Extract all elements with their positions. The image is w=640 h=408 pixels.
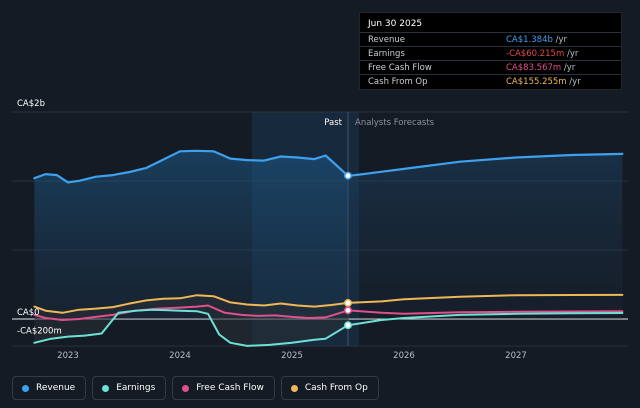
tooltip-row-earnings: Earnings -CA$60.215m /yr: [360, 46, 621, 61]
series-line-free-cash-flow: [33, 304, 624, 321]
y-tick-label: CA$2b: [17, 99, 45, 109]
revenue-area-forecast: [348, 153, 623, 319]
tooltip-label: Free Cash Flow: [368, 63, 432, 73]
legend-item-earnings[interactable]: Earnings: [92, 376, 167, 400]
tooltip-unit: /yr: [566, 49, 579, 59]
tooltip-unit: /yr: [555, 35, 567, 45]
legend-label: Free Cash Flow: [196, 383, 264, 393]
x-tick-label: 2025: [281, 351, 303, 361]
legend-item-free-cash-flow[interactable]: Free Cash Flow: [172, 376, 275, 400]
legend-dot-icon: [290, 384, 298, 392]
legend-label: Earnings: [116, 383, 156, 393]
legend-dot-icon: [182, 384, 190, 392]
x-tick-label: 2027: [505, 351, 527, 361]
tooltip-date: Jun 30 2025: [368, 19, 423, 29]
legend-item-revenue[interactable]: Revenue: [12, 376, 87, 400]
tooltip-unit: /yr: [569, 77, 581, 87]
tooltip-row-cfo: Cash From Op CA$155.255m /yr: [360, 74, 621, 89]
x-tick-label: 2026: [393, 351, 415, 361]
series-line-earnings: [33, 308, 624, 347]
tooltip: Jun 30 2025 Revenue CA$1.384b /yr Earnin…: [359, 12, 622, 90]
legend-label: Revenue: [36, 383, 76, 393]
series-marker-earnings: [344, 321, 352, 330]
revenue-area-past: [34, 150, 349, 319]
tooltip-label: Revenue: [368, 35, 406, 45]
tooltip-value: CA$155.255m: [506, 77, 567, 87]
series-line-revenue: [33, 149, 624, 184]
tooltip-value: CA$83.567m: [506, 63, 562, 73]
x-tick-label: 2024: [169, 351, 191, 361]
y-tick-label: CA$0: [17, 308, 40, 318]
tooltip-value: CA$1.384b: [506, 35, 553, 45]
series-line-cash-from-op: [33, 293, 624, 314]
series-marker-free-cash-flow: [344, 306, 352, 315]
tooltip-label: Earnings: [368, 49, 405, 59]
tooltip-unit: /yr: [563, 63, 576, 73]
x-tick-label: 2023: [57, 351, 79, 361]
series-marker-cash-from-op: [344, 298, 352, 307]
tooltip-row-revenue: Revenue CA$1.384b /yr: [360, 32, 621, 47]
legend-dot-icon: [22, 384, 29, 392]
legend-label: Cash From Op: [304, 383, 368, 393]
series-marker-revenue: [344, 171, 352, 180]
tooltip-label: Cash From Op: [368, 77, 428, 87]
forecast-label: Analysts Forecasts: [355, 118, 435, 128]
tooltip-row-fcf: Free Cash Flow CA$83.567m /yr: [360, 60, 621, 75]
tooltip-value: -CA$60.215m: [506, 49, 565, 59]
legend-dot-icon: [102, 384, 110, 392]
y-tick-label: -CA$200m: [17, 327, 62, 337]
legend-item-cash-from-op[interactable]: Cash From Op: [280, 376, 379, 400]
past-label: Past: [324, 118, 342, 128]
legend: Revenue Earnings Free Cash Flow Cash Fro…: [12, 376, 379, 400]
